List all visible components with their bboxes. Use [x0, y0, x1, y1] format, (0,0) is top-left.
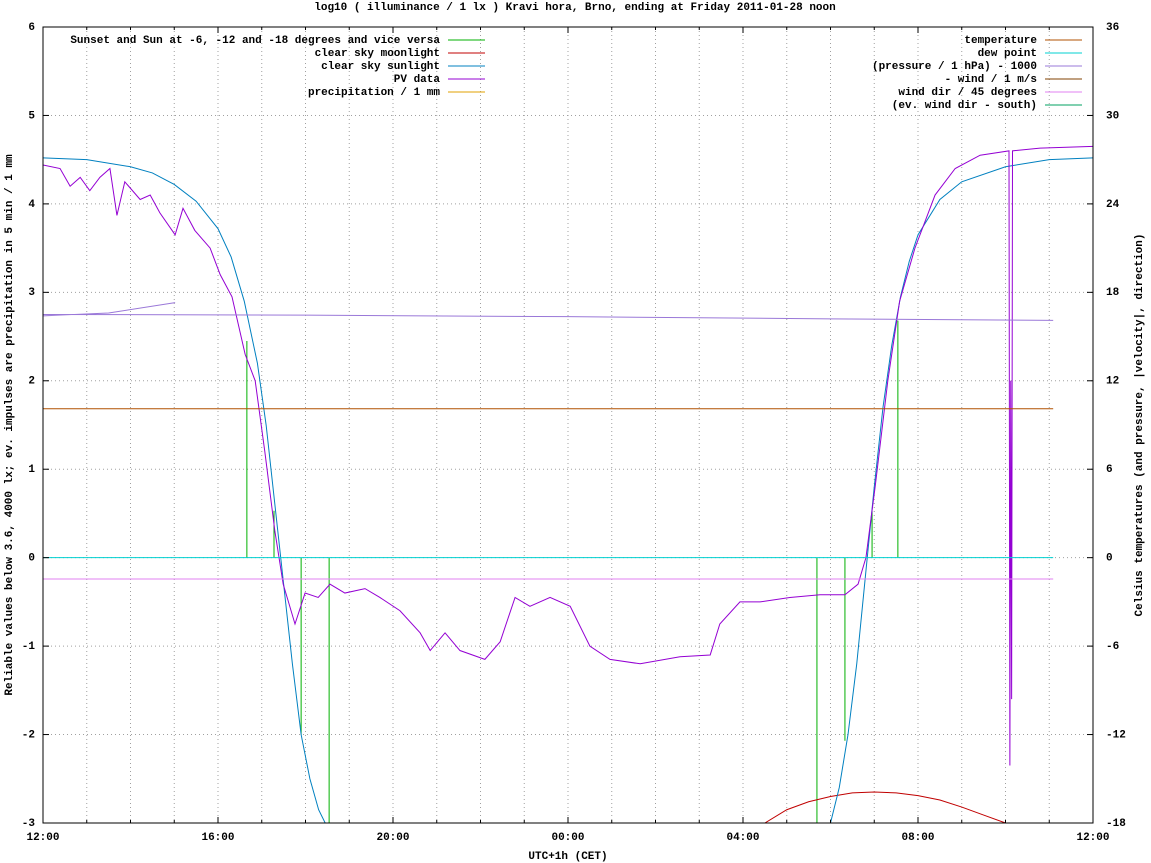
legend-label: (pressure / 1 hPa) - 1000: [872, 61, 1037, 73]
x-tick-label: 20:00: [376, 832, 409, 844]
x-axis-label: UTC+1h (CET): [528, 851, 607, 863]
legend-label: dew point: [978, 48, 1037, 60]
y2-tick-label: 12: [1106, 376, 1119, 388]
series-line: [43, 302, 1054, 321]
series-line: [43, 145, 1093, 766]
y2-tick-label: -12: [1106, 729, 1126, 741]
y2-tick-label: -6: [1106, 641, 1119, 653]
legend-label: precipitation / 1 mm: [308, 87, 440, 99]
y-axis-label: Reliable values below 3.6, 4000 lx; ev. …: [4, 154, 16, 696]
legend-label: wind dir / 45 degrees: [898, 87, 1037, 99]
y-tick-label: 3: [28, 287, 35, 299]
legend-label: - wind / 1 m/s: [945, 74, 1037, 86]
chart-title: log10 ( illuminance / 1 lx ) Kravi hora,…: [314, 2, 836, 14]
legend-label: clear sky sunlight: [321, 61, 440, 73]
y-tick-label: 5: [28, 110, 35, 122]
x-tick-label: 00:00: [551, 832, 584, 844]
series-line: [43, 157, 1093, 823]
y2-tick-label: 36: [1106, 22, 1119, 34]
legend-label: temperature: [964, 35, 1037, 47]
y2-tick-label: 18: [1106, 287, 1120, 299]
y2-tick-label: 6: [1106, 464, 1113, 476]
y-tick-label: -1: [22, 641, 36, 653]
y2-tick-label: 0: [1106, 553, 1113, 565]
x-tick-label: 04:00: [726, 832, 759, 844]
x-tick-label: 16:00: [201, 832, 234, 844]
y2-tick-label: -18: [1106, 818, 1126, 830]
legend: Sunset and Sun at -6, -12 and -18 degree…: [70, 35, 1082, 112]
y-tick-label: 0: [28, 553, 35, 565]
y-tick-label: 2: [28, 376, 35, 388]
y-tick-label: 6: [28, 22, 35, 34]
y-tick-label: 4: [28, 199, 35, 211]
x-tick-label: 08:00: [901, 832, 934, 844]
plot-area: [43, 145, 1093, 823]
y-tick-label: -3: [22, 818, 36, 830]
y-tick-label: 1: [28, 464, 35, 476]
y-tick-label: -2: [22, 729, 35, 741]
x-tick-label: 12:00: [26, 832, 59, 844]
y2-axis-label: Celsius temperatures (and pressure, |vel…: [1134, 234, 1146, 617]
legend-label: clear sky moonlight: [315, 48, 440, 60]
legend-label: (ev. wind dir - south): [892, 100, 1037, 112]
y2-tick-label: 30: [1106, 110, 1119, 122]
legend-label: Sunset and Sun at -6, -12 and -18 degree…: [70, 35, 440, 47]
x-tick-label: 12:00: [1076, 832, 1109, 844]
legend-label: PV data: [394, 74, 441, 86]
y2-tick-label: 24: [1106, 199, 1120, 211]
series-line: [764, 791, 1006, 823]
